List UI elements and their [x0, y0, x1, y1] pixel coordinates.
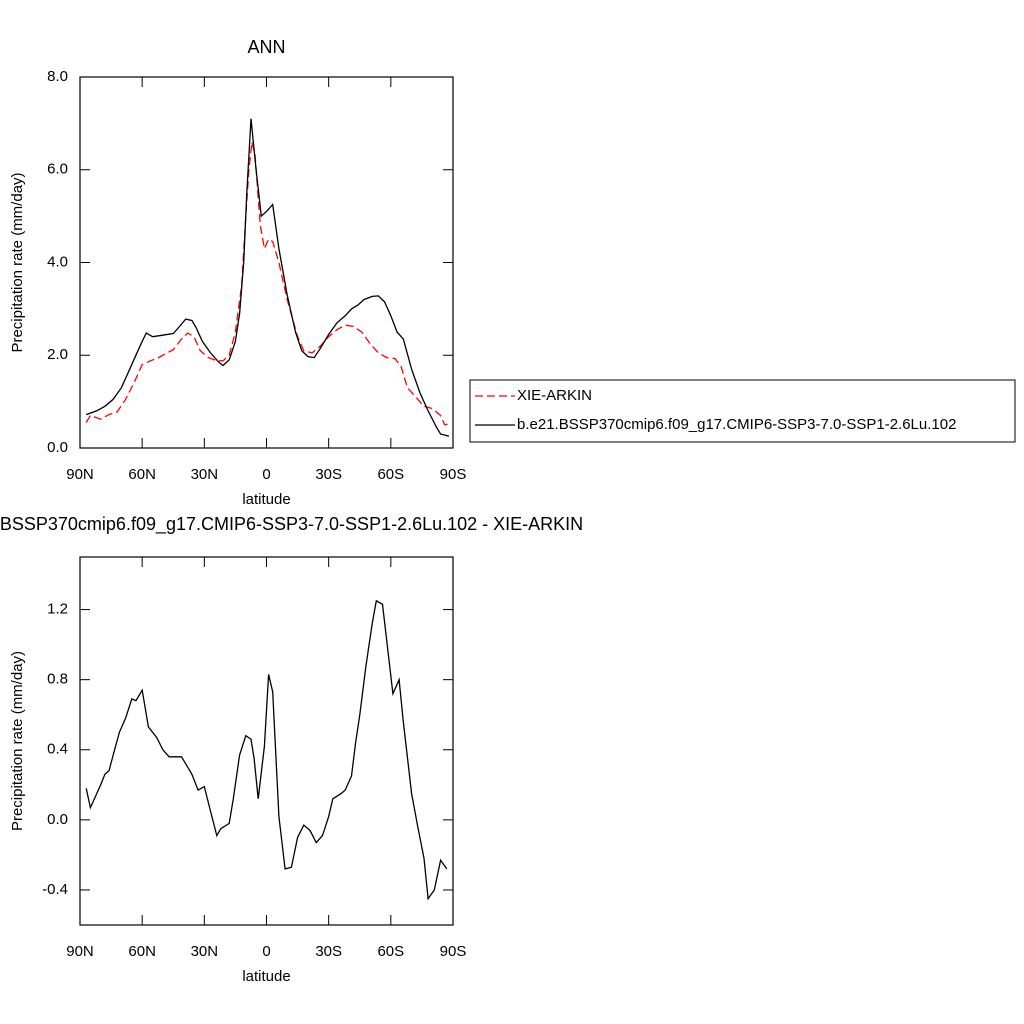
chart-title: b.e21.BSSP370cmip6.f09_g17.CMIP6-SSP3-7.…	[0, 514, 583, 535]
x-tick-label: 30N	[191, 466, 219, 483]
x-tick-label: 60N	[128, 943, 156, 960]
series-line	[85, 118, 450, 438]
x-tick-label: 90N	[66, 943, 94, 960]
y-tick-label: 0.0	[47, 811, 68, 828]
x-tick-label: 30S	[315, 943, 342, 960]
legend-label: b.e21.BSSP370cmip6.f09_g17.CMIP6-SSP3-7.…	[517, 416, 956, 433]
y-tick-label: 1.2	[47, 601, 68, 618]
y-tick-label: -0.4	[42, 881, 68, 898]
x-tick-label: 0	[262, 466, 270, 483]
x-tick-label: 60N	[128, 466, 156, 483]
x-tick-label: 90S	[440, 943, 467, 960]
x-axis-label: latitude	[242, 491, 290, 508]
x-tick-label: 0	[262, 943, 270, 960]
series-line	[85, 141, 450, 426]
y-tick-label: 0.8	[47, 671, 68, 688]
x-tick-label: 30S	[315, 466, 342, 483]
series-line	[85, 599, 448, 901]
legend-label: XIE-ARKIN	[517, 387, 592, 404]
y-tick-label: 4.0	[47, 253, 68, 270]
y-axis-label: Precipitation rate (mm/day)	[9, 172, 26, 352]
x-tick-label: 90N	[66, 466, 94, 483]
x-tick-label: 60S	[377, 466, 404, 483]
y-tick-label: 0.4	[47, 741, 68, 758]
plot-frame	[79, 556, 454, 926]
y-tick-label: 6.0	[47, 161, 68, 178]
y-tick-label: 8.0	[47, 68, 68, 85]
legend-box	[469, 379, 1016, 443]
x-tick-label: 60S	[377, 943, 404, 960]
chart-title: ANN	[247, 37, 285, 57]
y-axis-label: Precipitation rate (mm/day)	[9, 651, 26, 831]
x-axis-label: latitude	[242, 968, 290, 985]
y-tick-label: 0.0	[47, 439, 68, 456]
x-tick-label: 30N	[191, 943, 219, 960]
y-tick-label: 2.0	[47, 346, 68, 363]
x-tick-label: 90S	[440, 466, 467, 483]
plot-frame	[79, 76, 454, 449]
